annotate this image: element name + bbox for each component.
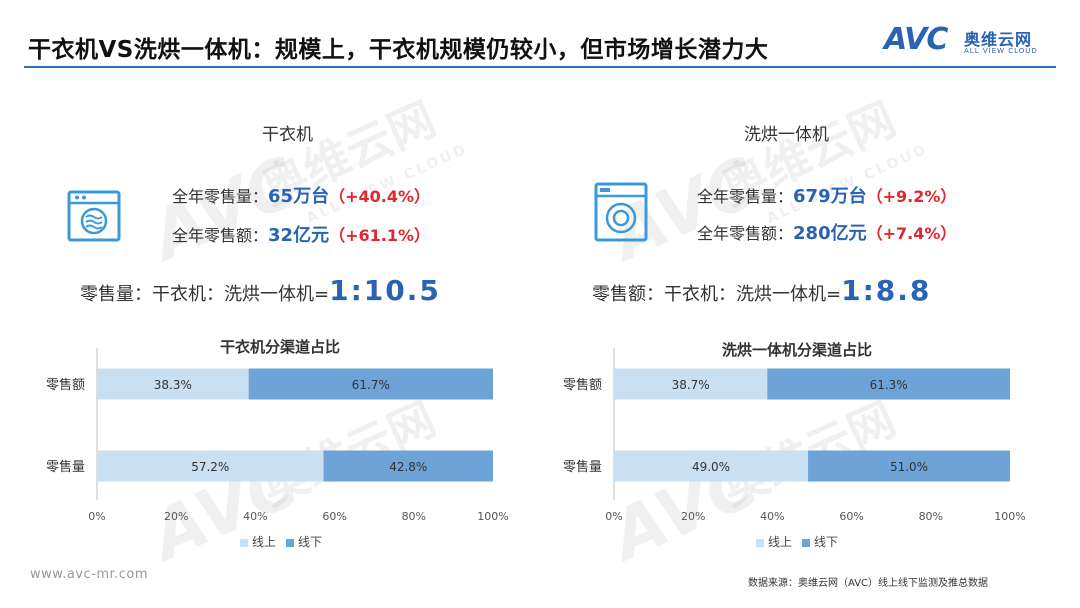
- data-label: 38.7%: [672, 378, 710, 392]
- x-tick-label: 0%: [88, 510, 105, 523]
- category-label: 零售量: [46, 459, 85, 475]
- logo-en-text: ALL VIEW CLOUD: [964, 47, 1038, 55]
- data-label: 51.0%: [890, 460, 928, 474]
- x-tick-label: 80%: [402, 510, 426, 523]
- volume-ratio-label: 零售量：干衣机：洗烘一体机=: [80, 284, 330, 305]
- legend-item: 线上: [240, 533, 276, 550]
- header-divider: [24, 66, 1056, 68]
- data-label: 61.7%: [352, 378, 390, 392]
- left-panel-title: 干衣机: [262, 125, 313, 145]
- data-label: 61.3%: [870, 378, 908, 392]
- x-tick-label: 0%: [605, 510, 622, 523]
- left-chart-title: 干衣机分渠道占比: [220, 338, 341, 356]
- x-tick-label: 20%: [681, 510, 705, 523]
- left-volume-stat: 全年零售量：65万台（+40.4%）: [172, 182, 430, 208]
- right-sales-stat: 全年零售额：280亿元（+7.4%）: [697, 219, 956, 245]
- left-volume-value: 65万台: [268, 186, 330, 207]
- category-label: 零售额: [563, 377, 602, 393]
- right-volume-value: 679万台: [793, 186, 867, 207]
- legend-label: 线上: [768, 535, 793, 549]
- right-sales-change: （+7.4%）: [866, 224, 957, 243]
- dryer-icon: [67, 190, 121, 242]
- x-tick-label: 60%: [322, 510, 346, 523]
- left-sales-label: 全年零售额：: [172, 226, 269, 245]
- sales-ratio-label: 零售额：干衣机：洗烘一体机=: [592, 284, 842, 305]
- x-tick-label: 80%: [919, 510, 943, 523]
- category-label: 零售额: [46, 377, 85, 393]
- legend-item: 线下: [802, 533, 838, 550]
- legend-swatch: [286, 538, 295, 547]
- data-label: 49.0%: [692, 460, 730, 474]
- right-sales-label: 全年零售额：: [697, 224, 794, 243]
- x-tick-label: 100%: [477, 510, 508, 523]
- legend-item: 线上: [756, 533, 792, 550]
- logo-cn-text: 奥维云网: [964, 30, 1033, 49]
- x-tick-label: 100%: [994, 510, 1025, 523]
- legend-item: 线下: [286, 533, 322, 550]
- legend-swatch: [240, 538, 248, 547]
- left-volume-label: 全年零售量：: [172, 187, 269, 206]
- left-sales-change: （+61.1%）: [329, 226, 430, 245]
- x-tick-label: 60%: [839, 510, 863, 523]
- washer-dryer-icon: [594, 182, 648, 242]
- right-panel-title: 洗烘一体机: [744, 125, 829, 145]
- right-volume-label: 全年零售量：: [697, 187, 794, 206]
- category-label: 零售量: [563, 459, 602, 475]
- right-channel-chart: 零售额 38.7% 61.3% 零售量 49.0% 51.0% 0% 20% 40% 60% 80%…: [563, 348, 1026, 523]
- left-channel-chart: 零售额 38.3% 61.7% 零售量 57.2% 42.8% 0% 20% 40% 60% 80%…: [46, 348, 509, 523]
- bar-offline: [323, 450, 493, 482]
- page-title: 干衣机VS洗烘一体机：规模上，干衣机规模仍较小，但市场增长潜力大: [28, 37, 769, 63]
- legend-label: 线下: [814, 535, 839, 549]
- legend-label: 线上: [252, 535, 277, 549]
- right-chart-title: 洗烘一体机分渠道占比: [722, 341, 873, 359]
- bar-offline: [767, 368, 1010, 400]
- logo-mark: AVC: [884, 22, 948, 57]
- bar-online: [614, 368, 768, 400]
- volume-ratio: 零售量：干衣机：洗烘一体机=1:10.5: [80, 274, 441, 307]
- left-sales-value: 32亿元: [268, 225, 330, 246]
- data-label: 42.8%: [389, 460, 427, 474]
- left-volume-change: （+40.4%）: [329, 187, 430, 206]
- x-tick-label: 20%: [164, 510, 188, 523]
- x-tick-label: 40%: [243, 510, 267, 523]
- right-volume-stat: 全年零售量：679万台（+9.2%）: [697, 182, 956, 208]
- bar-online: [97, 450, 324, 482]
- bar-offline: [808, 450, 1010, 482]
- bar-online: [97, 368, 249, 400]
- avc-logo: AVC 奥维云网 ALL VIEW CLOUD: [884, 20, 1064, 62]
- bar-online: [614, 450, 809, 482]
- header: 干衣机VS洗烘一体机：规模上，干衣机规模仍较小，但市场增长潜力大 AVC 奥维云…: [0, 0, 1080, 68]
- legend-label: 线下: [298, 535, 323, 549]
- data-label: 38.3%: [154, 378, 192, 392]
- website-url: www.avc-mr.com: [30, 567, 149, 582]
- x-tick-label: 40%: [760, 510, 784, 523]
- legend-swatch: [802, 538, 811, 547]
- bar-offline: [248, 368, 493, 400]
- sales-ratio-value: 1:8.8: [841, 274, 932, 307]
- data-label: 57.2%: [191, 460, 229, 474]
- volume-ratio-value: 1:10.5: [329, 274, 441, 307]
- left-chart-legend: 线上 线下: [240, 533, 332, 550]
- legend-swatch: [756, 538, 764, 547]
- right-volume-change: （+9.2%）: [866, 187, 957, 206]
- right-chart-legend: 线上 线下: [756, 533, 848, 550]
- data-source-note: 数据来源：奥维云网（AVC）线上线下监测及推总数据: [748, 578, 989, 589]
- watermark-avc-left: AVC: [140, 142, 311, 277]
- sales-ratio: 零售额：干衣机：洗烘一体机=1:8.8: [592, 274, 931, 307]
- left-sales-stat: 全年零售额：32亿元（+61.1%）: [172, 221, 430, 247]
- right-sales-value: 280亿元: [793, 223, 867, 244]
